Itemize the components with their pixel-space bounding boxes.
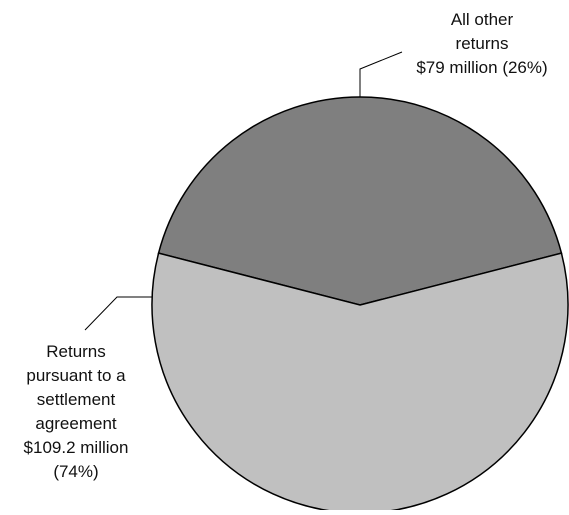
leader-line-slice-2 bbox=[84, 296, 152, 331]
slice-label-2: Returns pursuant to a settlement agreement $… bbox=[24, 342, 129, 481]
leader-line-slice-1 bbox=[359, 51, 403, 97]
slice-label-1: All other returns $79 million (26%) bbox=[416, 10, 547, 77]
